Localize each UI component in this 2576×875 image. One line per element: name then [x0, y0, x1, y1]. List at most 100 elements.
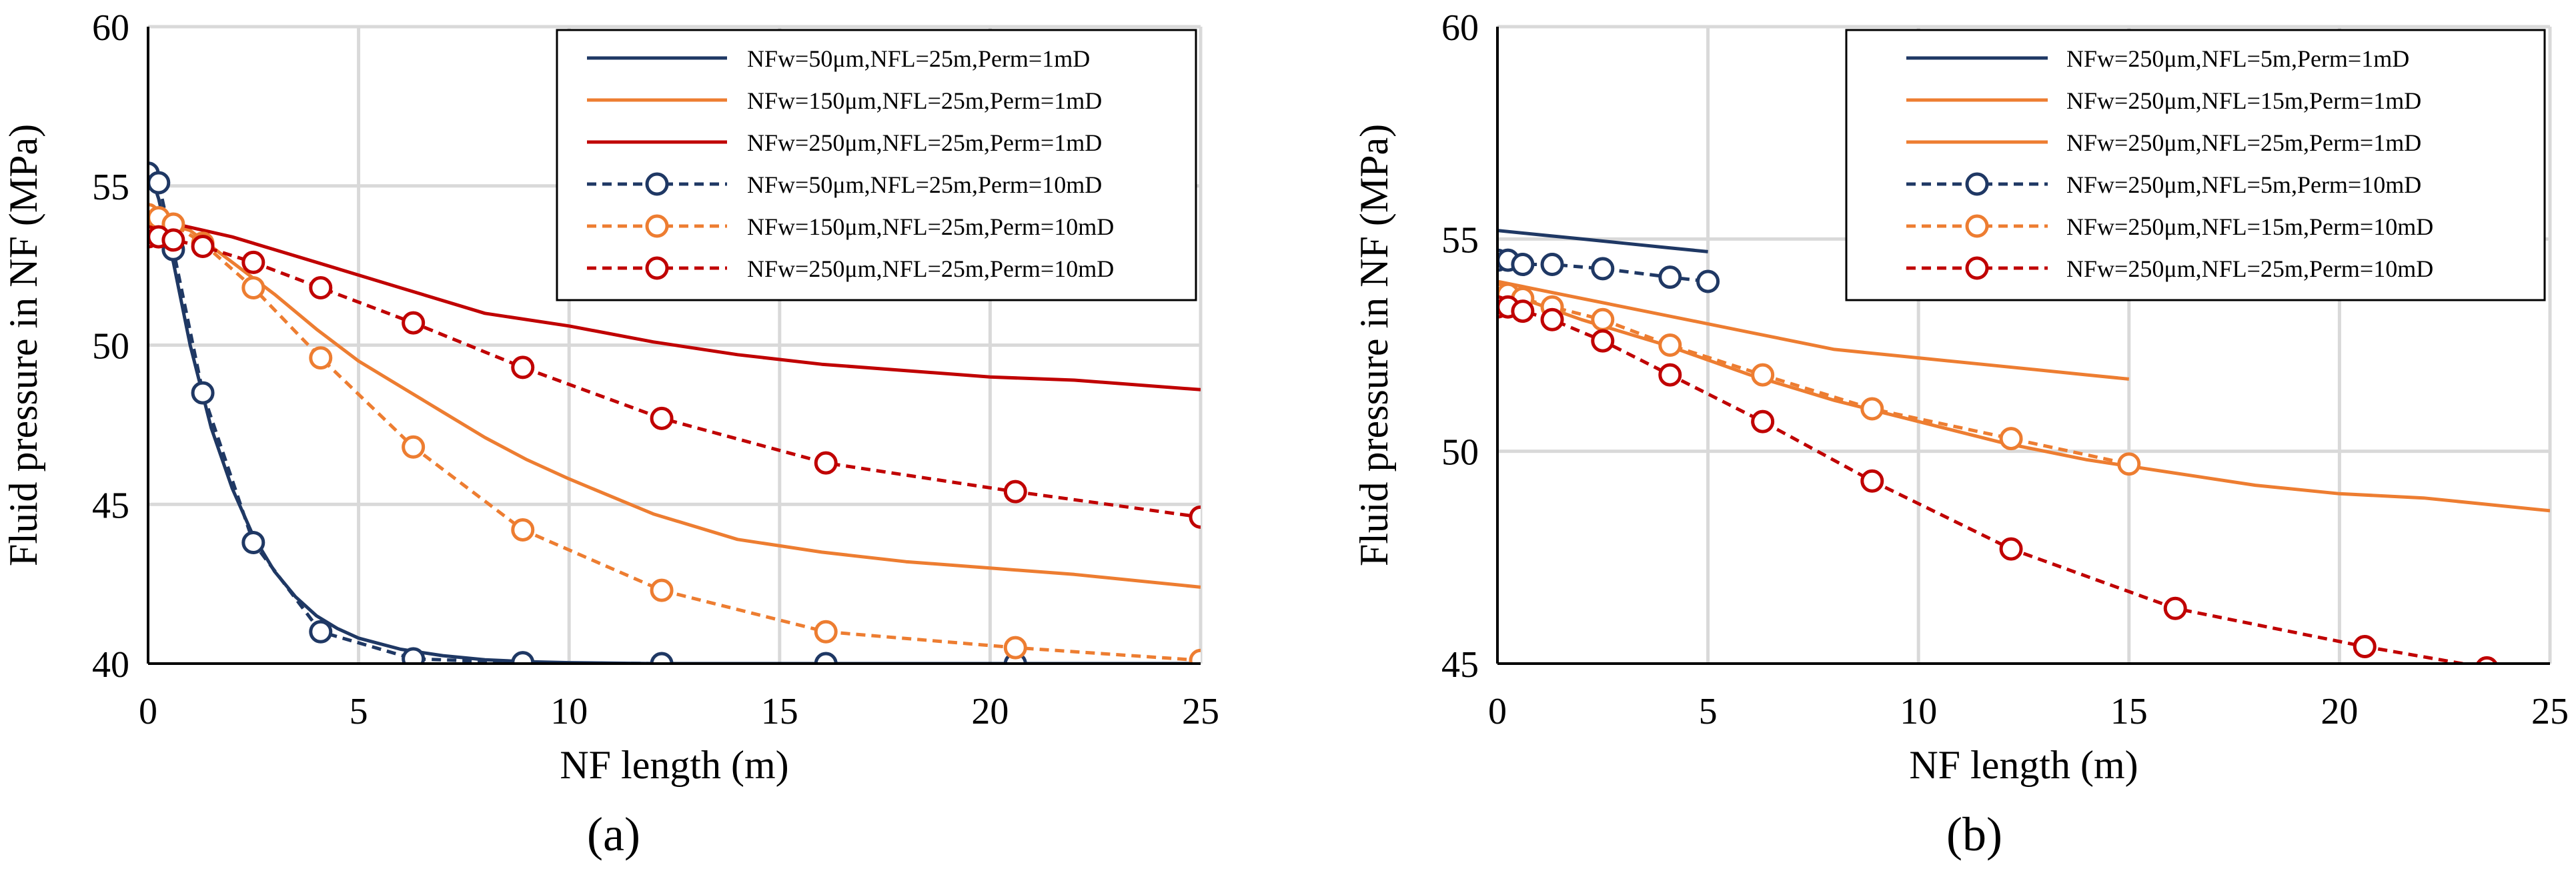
y-tick-label: 55	[92, 167, 129, 208]
data-point	[402, 311, 426, 335]
plot-area	[1497, 229, 2550, 664]
legend-swatch-marker	[1965, 256, 1989, 280]
data-point	[1540, 307, 1564, 331]
legend-entry-label: NFw=50μm,NFL=25m,Perm=10mD	[747, 171, 1102, 198]
x-tick-label: 25	[2531, 691, 2569, 732]
data-point	[1999, 427, 2023, 451]
legend-entry-label: NFw=250μm,NFL=25m,Perm=10mD	[747, 255, 1114, 282]
data-point	[2117, 452, 2141, 476]
data-point	[309, 346, 333, 370]
panel-label: (b)	[1946, 808, 2002, 861]
data-point	[1696, 269, 1720, 293]
y-axis-label: Fluid pressure in NF (MPa)	[1, 124, 45, 566]
data-point	[511, 355, 535, 379]
data-point	[148, 171, 171, 195]
chart-panel-a: 0 5 10 15 20 25 40 45 50 55 60 NF length (m) Fluid p…	[1, 7, 1219, 861]
data-point	[1591, 307, 1615, 331]
x-tick-label: 5	[1699, 691, 1718, 732]
x-tick-label: 5	[350, 691, 368, 732]
legend-swatch-marker	[645, 256, 669, 280]
data-point	[1860, 469, 1884, 493]
data-point	[1189, 648, 1201, 664]
data-point	[1658, 265, 1682, 289]
x-tick-label: 20	[971, 691, 1009, 732]
x-tick-label: 0	[1488, 691, 1507, 732]
data-point	[2163, 596, 2187, 620]
legend-box	[1845, 29, 2546, 301]
data-point	[1003, 636, 1027, 660]
data-point	[814, 620, 838, 644]
data-point	[1511, 253, 1535, 277]
legend-entry-label: NFw=250μm,NFL=15m,Perm=10mD	[2066, 213, 2433, 240]
legend-entry-label: NFw=250μm,NFL=5m,Perm=10mD	[2066, 171, 2421, 198]
data-point	[309, 276, 333, 300]
series-line	[148, 216, 1201, 589]
legend-entry-label: NFw=50μm,NFL=25m,Perm=1mD	[747, 45, 1090, 72]
legend-swatch-marker	[645, 172, 669, 196]
x-axis-label: NF length (m)	[1909, 743, 2138, 787]
x-tick-label: 10	[550, 691, 588, 732]
series-line	[1497, 288, 2550, 513]
data-point	[650, 578, 674, 602]
x-tick-label: 15	[2110, 691, 2148, 732]
data-point	[511, 518, 535, 542]
data-point	[1511, 299, 1535, 323]
y-axis-label: Fluid pressure in NF (MPa)	[1352, 124, 1396, 566]
legend: NFw=50μm,NFL=25m,Perm=1mD NFw=150μm,NFL=2…	[556, 29, 1197, 301]
legend-swatch-marker	[1965, 172, 1989, 196]
data-point	[650, 652, 674, 664]
data-point	[241, 250, 265, 274]
y-tick-label: 40	[92, 644, 129, 686]
x-tick-label: 0	[139, 691, 157, 732]
data-point	[814, 451, 838, 475]
legend-entry-label: NFw=250μm,NFL=5m,Perm=1mD	[2066, 45, 2409, 72]
legend-entry-label: NFw=250μm,NFL=25m,Perm=1mD	[2066, 129, 2421, 156]
data-point	[309, 620, 333, 644]
data-point	[814, 652, 838, 664]
data-point	[650, 406, 674, 430]
legend: NFw=250μm,NFL=5m,Perm=1mD NFw=250μm,NFL=1…	[1845, 29, 2546, 301]
data-point	[1591, 257, 1615, 281]
y-tick-label: 50	[92, 326, 129, 367]
data-point	[2476, 656, 2498, 664]
x-tick-label: 20	[2321, 691, 2358, 732]
data-point	[1751, 363, 1775, 387]
legend-entry-label: NFw=250μm,NFL=25m,Perm=1mD	[747, 129, 1102, 156]
chart-panel-b: 0 5 10 15 20 25 45 50 55 60 NF length (m) Fluid pre…	[1352, 7, 2569, 861]
y-tick-label: 45	[1441, 644, 1479, 686]
legend-swatch-marker	[645, 214, 669, 238]
legend-swatch-marker	[1965, 214, 1989, 238]
legend-entry-label: NFw=150μm,NFL=25m,Perm=10mD	[747, 213, 1114, 240]
data-point	[2353, 635, 2377, 659]
data-point	[191, 381, 215, 405]
legend-entry-label: NFw=250μm,NFL=25m,Perm=10mD	[2066, 255, 2433, 282]
data-point	[161, 228, 185, 252]
data-point	[241, 276, 265, 300]
y-tick-label: 50	[1441, 432, 1479, 474]
x-axis-label: NF length (m)	[560, 743, 788, 787]
data-point	[241, 531, 265, 555]
data-point	[1540, 253, 1564, 277]
series-line	[1497, 279, 2130, 381]
y-tick-label: 60	[92, 7, 129, 49]
data-point	[1189, 505, 1201, 529]
legend-entry-label: NFw=250μm,NFL=15m,Perm=1mD	[2066, 87, 2421, 114]
data-point	[402, 647, 426, 664]
y-tick-label: 45	[92, 485, 129, 526]
x-tick-label: 10	[1900, 691, 1937, 732]
data-point	[1658, 363, 1682, 387]
data-point	[402, 435, 426, 459]
x-tick-label: 15	[761, 691, 798, 732]
legend-entry-label: NFw=150μm,NFL=25m,Perm=1mD	[747, 87, 1102, 114]
data-point	[1999, 537, 2023, 561]
legend-box	[556, 29, 1197, 301]
series-line	[148, 216, 1201, 391]
panel-label: (a)	[587, 808, 640, 861]
data-point	[1591, 329, 1615, 353]
x-tick-label: 25	[1182, 691, 1219, 732]
data-point	[1658, 333, 1682, 357]
data-point	[1003, 480, 1027, 504]
y-tick-label: 60	[1441, 7, 1479, 49]
series-line	[1497, 229, 1708, 253]
